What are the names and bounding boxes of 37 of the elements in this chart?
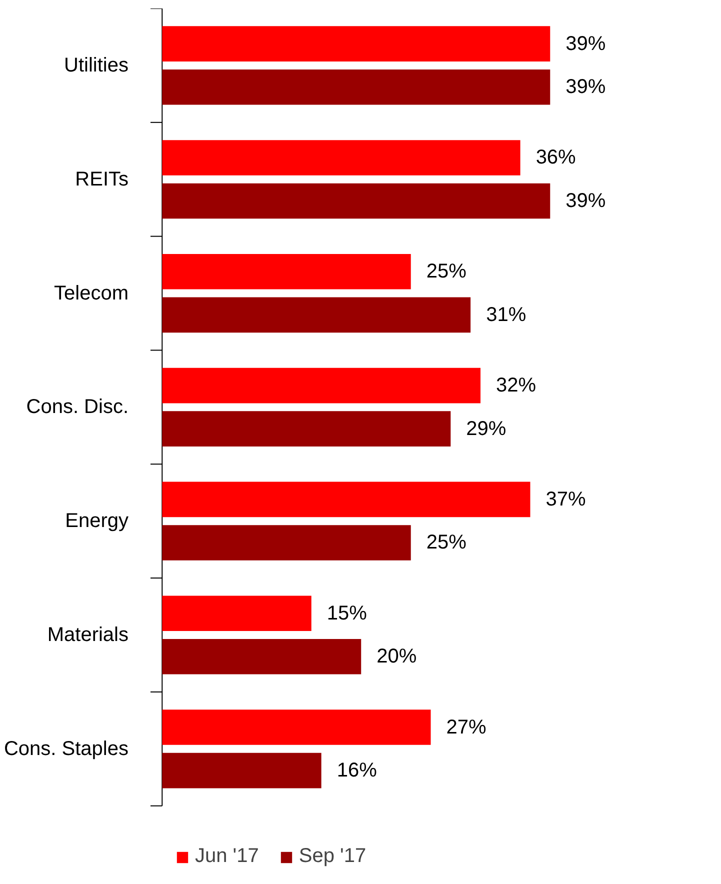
bar bbox=[162, 752, 322, 788]
y-tick-label: Materials bbox=[47, 624, 129, 646]
y-tick-label: Energy bbox=[65, 510, 129, 532]
bar bbox=[162, 638, 362, 674]
bar bbox=[162, 183, 550, 219]
bar bbox=[162, 525, 411, 560]
bar bbox=[162, 710, 431, 745]
bar bbox=[162, 411, 451, 446]
data-label: 20% bbox=[376, 646, 417, 668]
bar bbox=[162, 297, 471, 333]
data-label: 36% bbox=[536, 146, 576, 169]
data-label: 39% bbox=[566, 32, 606, 55]
data-label: 32% bbox=[496, 374, 536, 397]
data-label: 27% bbox=[446, 716, 487, 738]
data-label: 39% bbox=[566, 76, 606, 98]
y-tick-label: Utilities bbox=[64, 54, 128, 76]
bar bbox=[162, 26, 550, 62]
bar bbox=[162, 368, 480, 404]
legend-label: Sep '17 bbox=[298, 845, 366, 868]
data-label: 15% bbox=[326, 602, 368, 624]
bar bbox=[162, 69, 550, 105]
data-label: 39% bbox=[566, 190, 606, 212]
data-label: 29% bbox=[466, 418, 506, 440]
bar bbox=[162, 254, 411, 290]
data-label: 31% bbox=[486, 304, 526, 326]
bar bbox=[162, 140, 520, 176]
data-label: 16% bbox=[336, 760, 378, 782]
legend-label: Jun '17 bbox=[195, 845, 259, 868]
data-label: 37% bbox=[546, 488, 586, 510]
y-tick-label: REITs bbox=[75, 168, 129, 190]
bar bbox=[162, 482, 530, 518]
data-label: 25% bbox=[426, 260, 467, 283]
bar bbox=[162, 596, 312, 632]
y-tick-label: Cons. Disc. bbox=[26, 396, 129, 418]
data-label: 25% bbox=[426, 532, 467, 554]
y-tick-label: Telecom bbox=[54, 282, 129, 304]
y-tick-label: Cons. Staples bbox=[4, 738, 129, 760]
